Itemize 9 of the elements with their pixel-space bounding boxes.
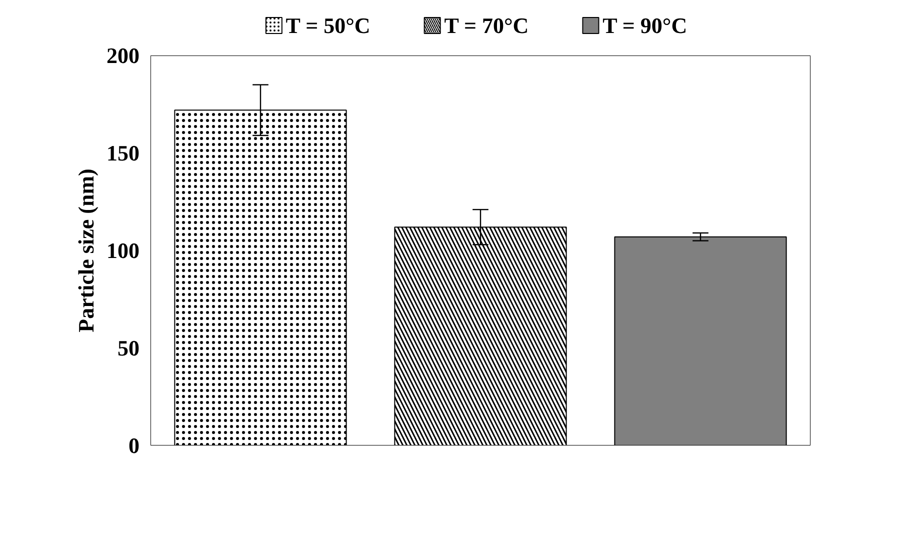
y-tick-label: 150 <box>106 140 140 166</box>
y-tick-label: 50 <box>118 336 140 360</box>
legend-label: T = 90°C <box>602 13 688 38</box>
legend-label: T = 70°C <box>444 13 529 38</box>
y-axis-title: Particle size (nm) <box>74 168 98 332</box>
y-tick-label: 200 <box>106 43 140 68</box>
y-tick-label: 0 <box>128 433 140 458</box>
y-tick-label: 100 <box>106 238 140 263</box>
legend-label: T = 50°C <box>286 13 370 38</box>
